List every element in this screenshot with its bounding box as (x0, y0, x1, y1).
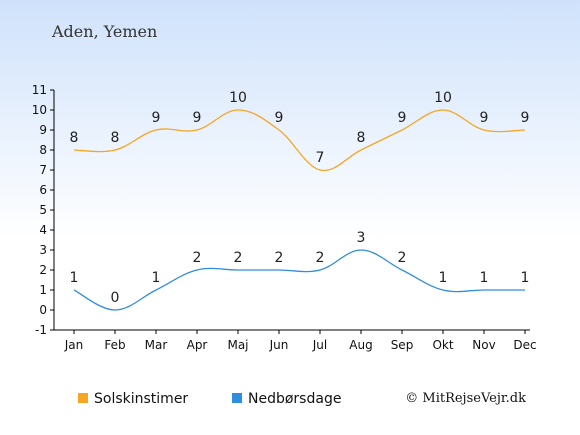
data-label-nedborsdage: 2 (193, 250, 202, 266)
legend-swatch-nedborsdage (232, 393, 242, 403)
chart-title: Aden, Yemen (51, 22, 157, 41)
y-tick-label: 6 (39, 183, 47, 197)
data-label-solskinstimer: 8 (357, 130, 366, 146)
data-label-solskinstimer: 9 (275, 110, 284, 126)
x-tick-label: Sep (391, 338, 414, 352)
data-label-solskinstimer: 9 (193, 110, 202, 126)
x-tick-label: Nov (472, 338, 495, 352)
y-tick-label: 2 (39, 263, 47, 277)
y-tick-label: 3 (39, 243, 47, 257)
x-tick-label: Maj (227, 338, 248, 352)
data-label-nedborsdage: 1 (152, 270, 161, 286)
data-label-solskinstimer: 9 (152, 110, 161, 126)
legend: Solskinstimer Nedbørsdage (78, 391, 341, 407)
y-tick-label: 10 (32, 103, 47, 117)
y-tick-label: 8 (39, 143, 47, 157)
x-tick-label: Jan (64, 338, 84, 352)
data-label-nedborsdage: 2 (234, 250, 243, 266)
y-tick-label: 1 (39, 283, 47, 297)
data-label-nedborsdage: 1 (480, 270, 489, 286)
data-label-nedborsdage: 2 (316, 250, 325, 266)
y-tick-label: 9 (39, 123, 47, 137)
y-tick-label: 7 (39, 163, 47, 177)
y-tick-label: -1 (35, 323, 47, 337)
data-label-nedborsdage: 2 (398, 250, 407, 266)
x-tick-label: Mar (145, 338, 168, 352)
data-label-nedborsdage: 2 (275, 250, 284, 266)
series-lines (73, 109, 526, 311)
y-tick-label: 11 (32, 83, 47, 97)
x-tick-label: Jun (269, 338, 289, 352)
data-label-solskinstimer: 10 (229, 90, 247, 106)
data-label-solskinstimer: 10 (434, 90, 452, 106)
x-tick-label: Feb (104, 338, 125, 352)
x-tick-label: Jul (312, 338, 327, 352)
data-label-solskinstimer: 8 (111, 130, 120, 146)
data-label-solskinstimer: 7 (316, 150, 325, 166)
x-tick-label: Apr (187, 338, 208, 352)
data-label-nedborsdage: 1 (70, 270, 79, 286)
data-label-nedborsdage: 3 (357, 230, 366, 246)
data-label-solskinstimer: 8 (70, 130, 79, 146)
x-tick-label: Aug (349, 338, 372, 352)
series-line-solskinstimer (73, 109, 526, 172)
data-label-solskinstimer: 9 (521, 110, 530, 126)
legend-label-solskinstimer: Solskinstimer (94, 391, 188, 407)
y-tick-label: 5 (39, 203, 47, 217)
x-tick-label: Okt (432, 338, 453, 352)
data-label-solskinstimer: 9 (480, 110, 489, 126)
x-tick-label: Dec (513, 338, 536, 352)
series-line-nedborsdage (73, 249, 525, 311)
credit-text: © MitRejseVejr.dk (405, 391, 526, 406)
y-tick-label: 4 (39, 223, 47, 237)
data-label-nedborsdage: 1 (521, 270, 530, 286)
data-label-nedborsdage: 1 (439, 270, 448, 286)
legend-label-nedborsdage: Nedbørsdage (248, 391, 341, 407)
data-label-nedborsdage: 0 (111, 290, 120, 306)
data-label-solskinstimer: 9 (398, 110, 407, 126)
legend-swatch-solskinstimer (78, 393, 88, 403)
y-tick-label: 0 (39, 303, 47, 317)
